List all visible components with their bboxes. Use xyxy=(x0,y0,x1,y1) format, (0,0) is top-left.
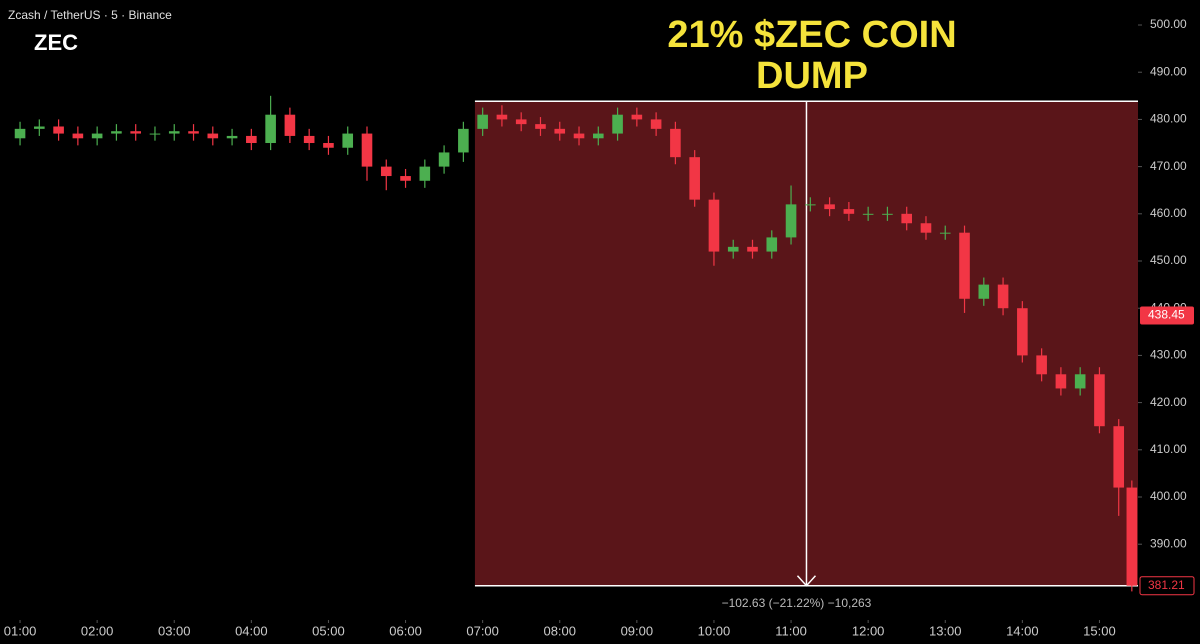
candle-body xyxy=(438,152,450,167)
ticker-label: ZEC xyxy=(34,30,78,55)
candle-body xyxy=(650,119,662,129)
y-tick-label: 430.00 xyxy=(1150,348,1187,362)
candle-body xyxy=(91,133,103,139)
candle-body xyxy=(34,126,45,129)
candle-body xyxy=(14,128,26,139)
candle-body xyxy=(939,232,951,234)
candle-body xyxy=(361,133,373,167)
candle-body xyxy=(342,133,354,148)
last-price-box xyxy=(1139,576,1195,596)
y-tick-label: 420.00 xyxy=(1150,395,1187,409)
x-tick-label: 01:00 xyxy=(4,623,37,638)
candle-body xyxy=(708,199,720,252)
x-tick-label: 04:00 xyxy=(235,623,268,638)
x-tick-label: 13:00 xyxy=(929,623,962,638)
candle-body xyxy=(477,114,488,129)
candle-body xyxy=(149,133,161,135)
y-tick-label: 390.00 xyxy=(1150,536,1187,550)
candle-body xyxy=(592,133,604,139)
candle-body xyxy=(805,204,816,206)
x-tick-label: 10:00 xyxy=(698,623,731,638)
candle-body xyxy=(111,131,122,134)
candle-body xyxy=(168,131,180,134)
y-tick-label: 410.00 xyxy=(1150,442,1187,456)
candle-body xyxy=(246,135,257,144)
candle-body xyxy=(188,131,199,134)
x-tick-label: 02:00 xyxy=(81,623,114,638)
candle-body xyxy=(727,246,739,252)
x-tick-label: 03:00 xyxy=(158,623,191,638)
candle-body xyxy=(1036,355,1047,375)
candle-body xyxy=(284,114,296,136)
y-tick-label: 450.00 xyxy=(1150,253,1187,267)
candle-body xyxy=(323,143,334,148)
candle-body xyxy=(303,135,315,144)
alert-price-label: 438.45 xyxy=(1148,308,1185,322)
alert-price-box xyxy=(1140,306,1194,325)
candle-body xyxy=(400,176,411,181)
candle-body xyxy=(72,133,84,139)
candle-body xyxy=(862,213,874,215)
candle-body xyxy=(978,284,990,299)
candle-body xyxy=(882,213,893,215)
x-tick-label: 08:00 xyxy=(543,623,576,638)
candle-body xyxy=(458,128,469,153)
candle-body xyxy=(265,114,276,144)
candle-body xyxy=(130,131,141,134)
candle-body xyxy=(670,128,681,158)
candle-body xyxy=(631,114,643,120)
x-tick-label: 09:00 xyxy=(621,623,654,638)
candle-body xyxy=(785,204,797,238)
candle-body xyxy=(920,223,932,233)
x-tick-label: 06:00 xyxy=(389,623,422,638)
candle-body xyxy=(1017,308,1028,356)
candle-body xyxy=(1094,374,1105,427)
measure-arrowhead xyxy=(796,575,817,587)
candle-body xyxy=(573,133,585,139)
measure-label: −102.63 (−21.22%) −10,263 xyxy=(722,596,872,610)
x-tick-label: 15:00 xyxy=(1083,623,1116,638)
candle-body xyxy=(997,284,1009,309)
candle-body xyxy=(496,114,508,120)
candle-body xyxy=(824,204,835,210)
y-tick-label: 500.00 xyxy=(1150,17,1187,31)
symbol-label: Zcash / TetherUS · 5 · Binance xyxy=(8,8,172,22)
x-tick-label: 14:00 xyxy=(1006,623,1039,638)
candle-body xyxy=(612,114,623,134)
x-tick-label: 05:00 xyxy=(312,623,345,638)
candle-body xyxy=(901,213,912,224)
candle-body xyxy=(843,209,855,214)
y-tick-label: 480.00 xyxy=(1150,112,1187,126)
candle-body xyxy=(1113,426,1125,488)
candle-body xyxy=(207,133,219,139)
x-tick-label: 07:00 xyxy=(466,623,499,638)
candle-body xyxy=(959,232,970,299)
x-tick-label: 11:00 xyxy=(775,623,807,638)
x-tick-label: 12:00 xyxy=(852,623,885,638)
title-line: DUMP xyxy=(756,55,868,97)
candle-body xyxy=(515,119,527,125)
candle-body xyxy=(226,135,238,139)
y-tick-label: 490.00 xyxy=(1150,64,1187,78)
candle-body xyxy=(1126,487,1138,586)
candle-body xyxy=(419,166,431,181)
candle-body xyxy=(747,246,758,252)
candle-body xyxy=(689,157,700,200)
candle-body xyxy=(1074,374,1086,389)
candle-body xyxy=(554,128,566,134)
candle-body xyxy=(53,126,64,134)
candle-body xyxy=(766,237,778,252)
candle-body xyxy=(535,124,546,129)
y-tick-label: 470.00 xyxy=(1150,159,1187,173)
candle-body xyxy=(1055,374,1067,389)
candle-body xyxy=(380,166,392,177)
y-tick-label: 460.00 xyxy=(1150,206,1187,220)
y-tick-label: 400.00 xyxy=(1150,489,1187,503)
last-price-label: 381.21 xyxy=(1148,578,1185,592)
title-line: 21% $ZEC COIN xyxy=(667,14,956,56)
